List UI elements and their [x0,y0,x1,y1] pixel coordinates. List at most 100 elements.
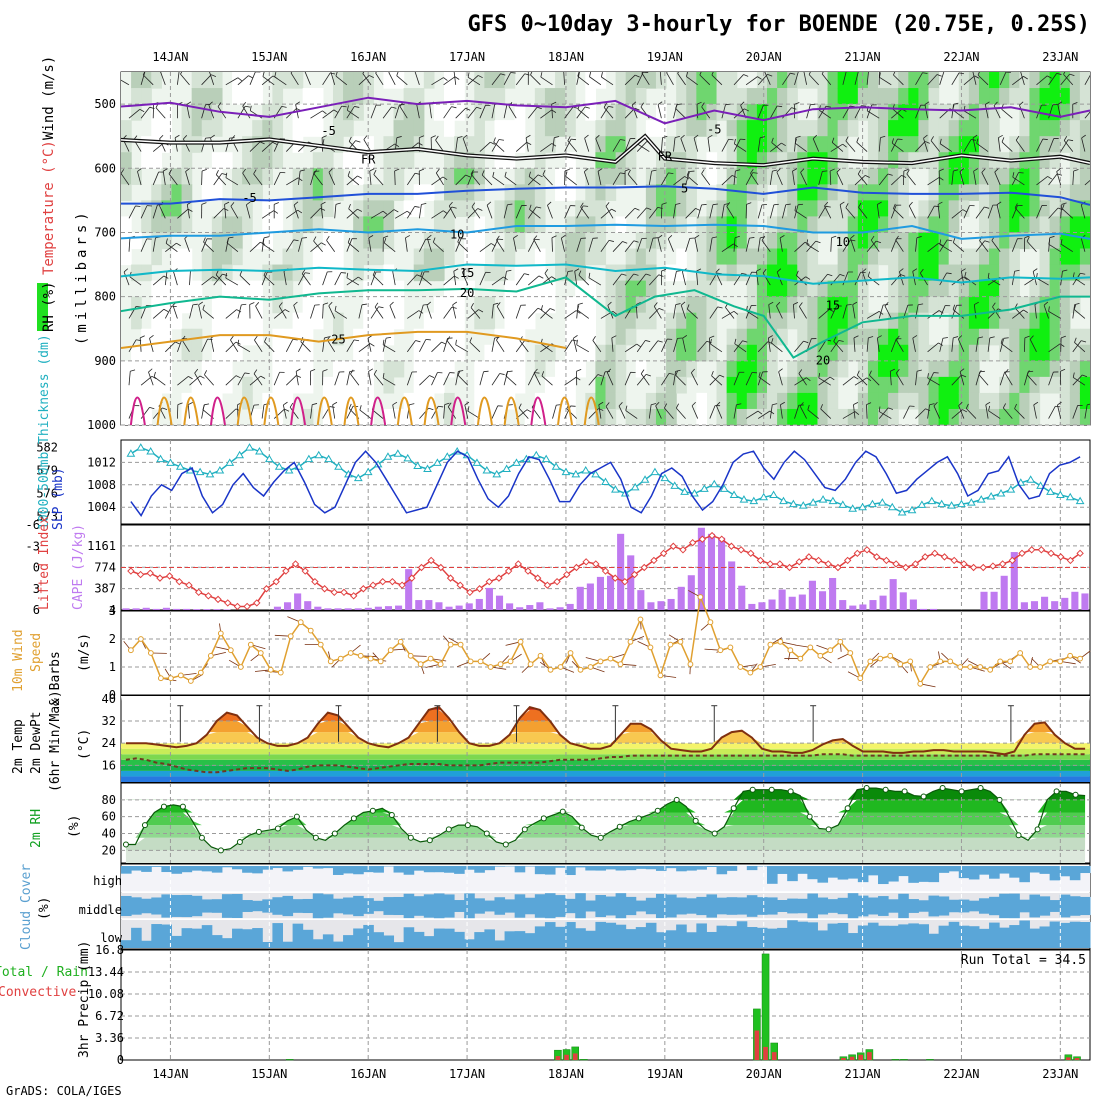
rh-cell [918,72,930,89]
rh-cell [978,120,990,137]
wind-barb-flag [375,72,377,74]
cloud-high-bar [878,866,889,885]
thickness-point [818,495,828,503]
wind-barb-flag [446,336,451,341]
rh-cell [1049,152,1061,169]
cloud-mid-bar [898,893,909,919]
wind-barb [301,273,311,286]
wind-barb-flag [301,237,307,239]
rh-cell [696,88,708,105]
wind-barb [807,409,819,419]
wind-barb-flag [953,102,959,105]
wind-barb [927,176,940,186]
rh-cell [464,232,475,250]
rh-cell [787,264,798,282]
wind-barb-flag [1061,202,1067,205]
thickness-point [1006,485,1016,493]
wind-barb-flag [645,374,651,377]
li-tick--6: -6 [26,518,40,532]
wind-barb-flag [768,335,773,339]
rh-point [502,841,509,848]
wind-speed-point [257,650,264,656]
rh-fill [125,825,1086,838]
wind-barb-flag [454,275,459,279]
cape-bar [1061,597,1069,610]
rh-cell [666,168,677,185]
rh-cell [1069,120,1081,137]
wind-barb-flag [1043,301,1049,306]
wind-barb [528,275,540,286]
wind-barb-flag [551,235,557,239]
wind-barb-flag [493,137,496,143]
cloud-mid-bar [221,894,233,918]
rh-cell [857,264,869,282]
rh-cell [958,152,970,169]
thickness-point [363,467,373,476]
wind-barb [757,237,761,252]
rh-cell [655,408,667,425]
rh-cell [787,184,798,201]
rh-cell [797,312,808,330]
wind-barb-flag [764,72,766,73]
cloud-high-bar [585,866,596,871]
wind-barb-flag [357,208,363,212]
wind-barb [745,76,758,86]
rh-cell [908,216,920,234]
thickness-point [729,490,739,498]
cape-bar [849,605,857,610]
wind-barb [1036,277,1049,286]
cape-tick-774: 774 [94,560,116,574]
warm-contour [370,396,387,425]
rh-cell [948,152,960,169]
rh-cell [948,280,960,298]
rh-cell [534,200,546,218]
isotherm-freezing-inner [121,135,1090,166]
rh-cell [716,200,728,218]
rh-cell [151,248,162,266]
rh-cell [191,392,203,410]
rh-cell [756,184,768,201]
wind-barb-flag [696,268,702,272]
rh-cell [938,152,950,169]
wind-barb-flag [838,339,844,342]
wind-barb-flag [1062,269,1068,272]
rh-cell [1039,152,1051,169]
wind-barb [237,372,246,386]
wind-barb-flag [845,136,849,142]
rh-cell [1039,200,1051,218]
wind-barb [576,304,579,319]
cape-bar [223,609,231,610]
rh-cell [989,280,1000,298]
wind-barb [906,173,916,186]
wind-speed-point [497,661,504,668]
wind-barb [359,409,372,419]
rh-cell [191,104,203,121]
cloud-mid-bar [655,893,667,919]
wind-barb-flag [597,374,603,377]
rh-cell [252,328,263,346]
rh-cell [1079,264,1090,282]
wind-barb [876,204,880,219]
rh-cell [746,344,758,362]
lifted-index-point [379,577,387,586]
rh-cell [908,248,920,266]
rh-cell [878,216,889,234]
isotherm-label-10: 10 [836,235,850,249]
rh-cell [978,136,990,153]
rh-cell [978,200,990,218]
wind-barb [854,175,866,186]
wind-barb [601,76,614,86]
wind-barb-flag [179,70,184,71]
rh-cell [938,200,950,218]
rh-cell [1079,328,1090,346]
rh-cell [615,376,627,394]
rh-cell [837,200,849,218]
thickness-point [393,449,403,457]
rh-cell [968,72,980,89]
rh-cell [898,72,909,89]
rh-point [844,805,851,812]
rh-cell [736,120,748,137]
wind-barb-flag [620,172,626,175]
wind-barb [641,72,650,86]
rh-cell [867,392,879,410]
